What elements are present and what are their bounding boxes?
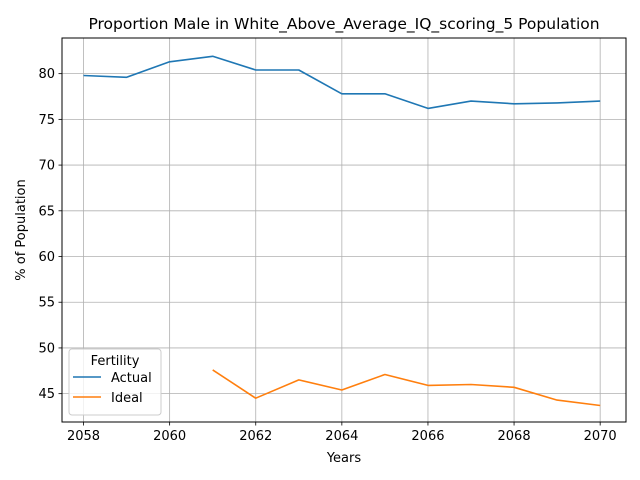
legend-box [68,348,162,416]
x-tick-label: 2070 [584,429,617,444]
y-tick-label: 65 [38,204,55,219]
legend-label-ideal: Ideal [111,391,143,406]
y-tick-label: 80 [38,67,55,82]
y-tick-label: 55 [38,296,55,311]
x-tick-label: 2068 [498,429,531,444]
y-tick-label: 60 [38,250,55,265]
legend-label-actual: Actual [111,371,152,386]
series-line-actual [83,55,601,110]
y-tick-label: 45 [38,387,55,402]
y-axis-label: % of Population [14,179,29,280]
x-axis-label: Years [326,451,362,466]
x-tick-label: 2062 [239,429,272,444]
series-lines [83,55,601,407]
x-tick-label: 2066 [411,429,444,444]
legend-title: Fertility [91,354,140,369]
chart-title: Proportion Male in White_Above_Average_I… [88,15,599,34]
x-tick-label: 2058 [67,429,100,444]
x-tick-label: 2064 [325,429,358,444]
plot-frame [61,37,627,423]
series-line-ideal [212,369,601,407]
x-tick-label: 2060 [153,429,186,444]
y-tick-label: 50 [38,341,55,356]
axis-ticks: 2058 2060 2062 2064 2066 2068 2070 45 50 55 60 65 70… [38,67,616,444]
y-tick-label: 75 [38,113,55,128]
y-tick-label: 70 [38,159,55,174]
legend: Fertility Actual Ideal [68,348,162,416]
